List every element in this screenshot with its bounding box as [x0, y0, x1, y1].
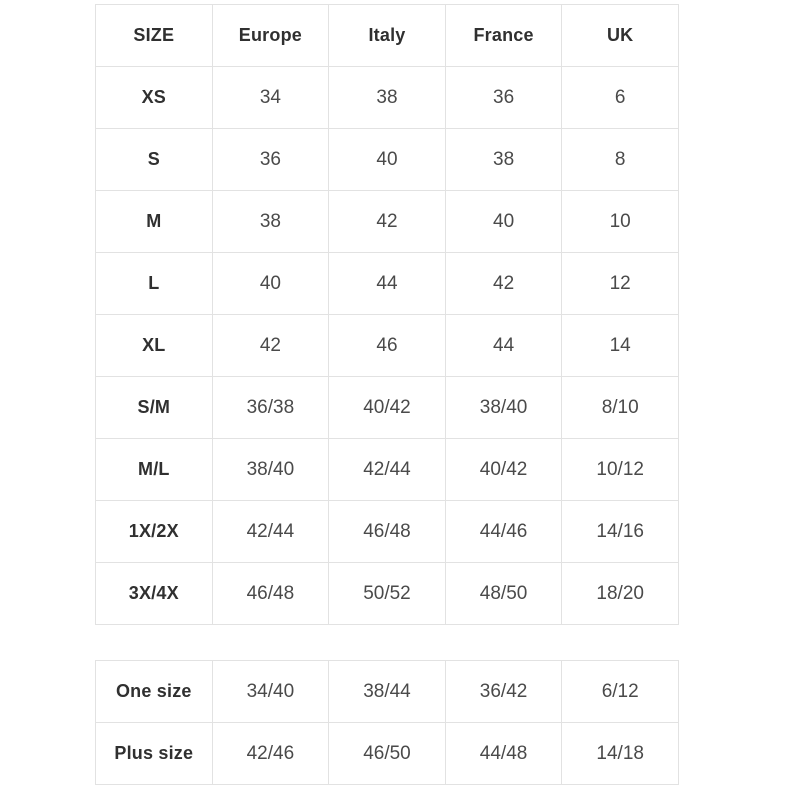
size-label-cell: One size	[95, 660, 213, 723]
table-row-xl: XL 42 46 44 14	[95, 314, 679, 377]
table-row-xs: XS 34 38 36 6	[95, 66, 679, 129]
header-cell-uk: UK	[561, 4, 679, 67]
value-cell: 46/48	[328, 500, 446, 563]
value-cell: 46	[328, 314, 446, 377]
value-cell: 18/20	[561, 562, 679, 625]
size-label-cell: Plus size	[95, 722, 213, 785]
table-row-s: S 36 40 38 8	[95, 128, 679, 191]
value-cell: 42/44	[328, 438, 446, 501]
table-row-l: L 40 44 42 12	[95, 252, 679, 315]
size-conversion-table: SIZE Europe Italy France UK XS 34 38 36 …	[95, 4, 679, 625]
value-cell: 50/52	[328, 562, 446, 625]
value-cell: 44	[444, 314, 563, 377]
table-row-m: M 38 42 40 10	[95, 190, 679, 253]
value-cell: 34/40	[211, 660, 330, 723]
value-cell: 42	[211, 314, 330, 377]
value-cell: 38/44	[328, 660, 446, 723]
size-label-cell: 3X/4X	[95, 562, 213, 625]
header-cell-italy: Italy	[328, 4, 446, 67]
value-cell: 10/12	[561, 438, 679, 501]
value-cell: 40/42	[328, 376, 446, 439]
value-cell: 44/46	[444, 500, 563, 563]
size-label-cell: XS	[95, 66, 213, 129]
value-cell: 14/18	[561, 722, 679, 785]
header-row: SIZE Europe Italy France UK	[95, 4, 679, 67]
value-cell: 46/48	[211, 562, 330, 625]
value-cell: 38	[328, 66, 446, 129]
table-row-3x4x: 3X/4X 46/48 50/52 48/50 18/20	[95, 562, 679, 625]
value-cell: 36/38	[211, 376, 330, 439]
header-cell-size: SIZE	[95, 4, 213, 67]
size-label-cell: XL	[95, 314, 213, 377]
value-cell: 6/12	[561, 660, 679, 723]
size-label-cell: M/L	[95, 438, 213, 501]
value-cell: 48/50	[444, 562, 563, 625]
value-cell: 42/44	[211, 500, 330, 563]
table-row-plus-size: Plus size 42/46 46/50 44/48 14/18	[95, 722, 679, 785]
table-row-sm: S/M 36/38 40/42 38/40 8/10	[95, 376, 679, 439]
size-label-cell: 1X/2X	[95, 500, 213, 563]
size-label-cell: S/M	[95, 376, 213, 439]
value-cell: 8/10	[561, 376, 679, 439]
size-chart-container: SIZE Europe Italy France UK XS 34 38 36 …	[95, 4, 679, 785]
value-cell: 40/42	[444, 438, 563, 501]
value-cell: 12	[561, 252, 679, 315]
value-cell: 40	[211, 252, 330, 315]
value-cell: 40	[444, 190, 563, 253]
value-cell: 44/48	[444, 722, 563, 785]
value-cell: 38/40	[444, 376, 563, 439]
value-cell: 10	[561, 190, 679, 253]
value-cell: 46/50	[328, 722, 446, 785]
value-cell: 8	[561, 128, 679, 191]
value-cell: 38	[211, 190, 330, 253]
header-cell-europe: Europe	[211, 4, 330, 67]
value-cell: 42/46	[211, 722, 330, 785]
table-row-one-size: One size 34/40 38/44 36/42 6/12	[95, 660, 679, 723]
value-cell: 34	[211, 66, 330, 129]
value-cell: 36/42	[444, 660, 563, 723]
value-cell: 14	[561, 314, 679, 377]
value-cell: 36	[211, 128, 330, 191]
value-cell: 42	[444, 252, 563, 315]
extended-sizes-table: One size 34/40 38/44 36/42 6/12 Plus siz…	[95, 660, 679, 785]
size-label-cell: M	[95, 190, 213, 253]
value-cell: 38/40	[211, 438, 330, 501]
table-row-ml: M/L 38/40 42/44 40/42 10/12	[95, 438, 679, 501]
value-cell: 38	[444, 128, 563, 191]
header-cell-france: France	[444, 4, 563, 67]
size-label-cell: L	[95, 252, 213, 315]
value-cell: 6	[561, 66, 679, 129]
value-cell: 40	[328, 128, 446, 191]
value-cell: 14/16	[561, 500, 679, 563]
value-cell: 42	[328, 190, 446, 253]
value-cell: 36	[444, 66, 563, 129]
value-cell: 44	[328, 252, 446, 315]
table-row-1x2x: 1X/2X 42/44 46/48 44/46 14/16	[95, 500, 679, 563]
size-label-cell: S	[95, 128, 213, 191]
